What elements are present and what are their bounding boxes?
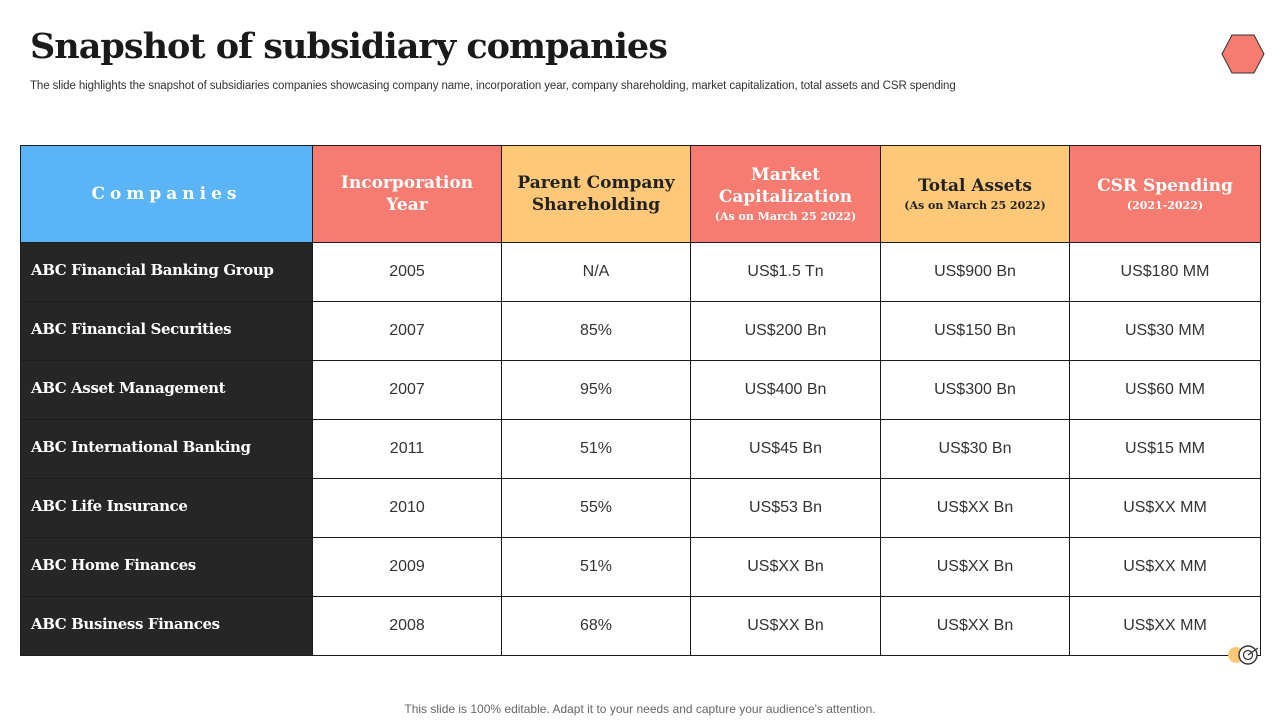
csr-spending: US$XX MM	[1069, 596, 1261, 656]
header-total-assets-note: (As on March 25 2022)	[904, 199, 1046, 212]
csr-spending: US$XX MM	[1069, 478, 1261, 538]
company-name: ABC Business Finances	[20, 596, 313, 656]
header-market-cap-label: Market Capitalization	[718, 165, 853, 207]
market-cap: US$200 Bn	[690, 301, 881, 361]
csr-spending: US$60 MM	[1069, 360, 1261, 420]
page-title: Snapshot of subsidiary companies	[30, 26, 668, 67]
table-row: ABC Life Insurance 2010 55% US$53 Bn US$…	[20, 478, 1261, 538]
header-csr: CSR Spending (2021-2022)	[1069, 145, 1261, 243]
csr-spending: US$180 MM	[1069, 242, 1261, 302]
company-name: ABC Home Finances	[20, 537, 313, 597]
table-row: ABC International Banking 2011 51% US$45…	[20, 419, 1261, 479]
incorporation-year: 2008	[312, 596, 502, 656]
header-companies: Companies	[20, 145, 313, 243]
market-cap: US$XX Bn	[690, 537, 881, 597]
incorporation-year: 2009	[312, 537, 502, 597]
header-csr-label: CSR Spending	[1097, 176, 1233, 196]
total-assets: US$XX Bn	[880, 596, 1070, 656]
table-row: ABC Financial Banking Group 2005 N/A US$…	[20, 242, 1261, 302]
total-assets: US$300 Bn	[880, 360, 1070, 420]
csr-spending: US$30 MM	[1069, 301, 1261, 361]
table-row: ABC Home Finances 2009 51% US$XX Bn US$X…	[20, 537, 1261, 597]
incorporation-year: 2011	[312, 419, 502, 479]
company-name: ABC Life Insurance	[20, 478, 313, 538]
shareholding: 95%	[501, 360, 691, 420]
header-total-assets: Total Assets (As on March 25 2022)	[880, 145, 1070, 243]
shareholding: 51%	[501, 419, 691, 479]
incorporation-year: 2007	[312, 301, 502, 361]
header-shareholding: Parent Company Shareholding	[501, 145, 691, 243]
shareholding: 68%	[501, 596, 691, 656]
header-incorporation-year: Incorporation Year	[312, 145, 502, 243]
csr-spending: US$15 MM	[1069, 419, 1261, 479]
table-row: ABC Asset Management 2007 95% US$400 Bn …	[20, 360, 1261, 420]
header-csr-note: (2021-2022)	[1126, 199, 1204, 212]
market-cap: US$400 Bn	[690, 360, 881, 420]
subsidiary-table: Companies Incorporation Year Parent Comp…	[20, 145, 1261, 656]
incorporation-year: 2005	[312, 242, 502, 302]
header-total-assets-label: Total Assets	[918, 176, 1032, 196]
total-assets: US$XX Bn	[880, 537, 1070, 597]
total-assets: US$900 Bn	[880, 242, 1070, 302]
market-cap: US$XX Bn	[690, 596, 881, 656]
shareholding: 55%	[501, 478, 691, 538]
table-row: ABC Business Finances 2008 68% US$XX Bn …	[20, 596, 1261, 656]
market-cap: US$1.5 Tn	[690, 242, 881, 302]
company-name: ABC Financial Banking Group	[20, 242, 313, 302]
shareholding: 85%	[501, 301, 691, 361]
footer-note: This slide is 100% editable. Adapt it to…	[404, 702, 876, 716]
page-subtitle: The slide highlights the snapshot of sub…	[30, 80, 956, 92]
total-assets: US$XX Bn	[880, 478, 1070, 538]
company-name: ABC Asset Management	[20, 360, 313, 420]
company-name: ABC International Banking	[20, 419, 313, 479]
shareholding: 51%	[501, 537, 691, 597]
hexagon-icon	[1221, 34, 1265, 74]
shareholding: N/A	[501, 242, 691, 302]
company-name: ABC Financial Securities	[20, 301, 313, 361]
market-cap: US$45 Bn	[690, 419, 881, 479]
incorporation-year: 2010	[312, 478, 502, 538]
csr-spending: US$XX MM	[1069, 537, 1261, 597]
incorporation-year: 2007	[312, 360, 502, 420]
header-market-cap-note: (As on March 25 2022)	[714, 210, 857, 223]
table-row: ABC Financial Securities 2007 85% US$200…	[20, 301, 1261, 361]
market-cap: US$53 Bn	[690, 478, 881, 538]
table-header-row: Companies Incorporation Year Parent Comp…	[20, 145, 1261, 243]
total-assets: US$150 Bn	[880, 301, 1070, 361]
header-market-cap: Market Capitalization (As on March 25 20…	[690, 145, 881, 243]
total-assets: US$30 Bn	[880, 419, 1070, 479]
target-icon	[1228, 645, 1259, 665]
